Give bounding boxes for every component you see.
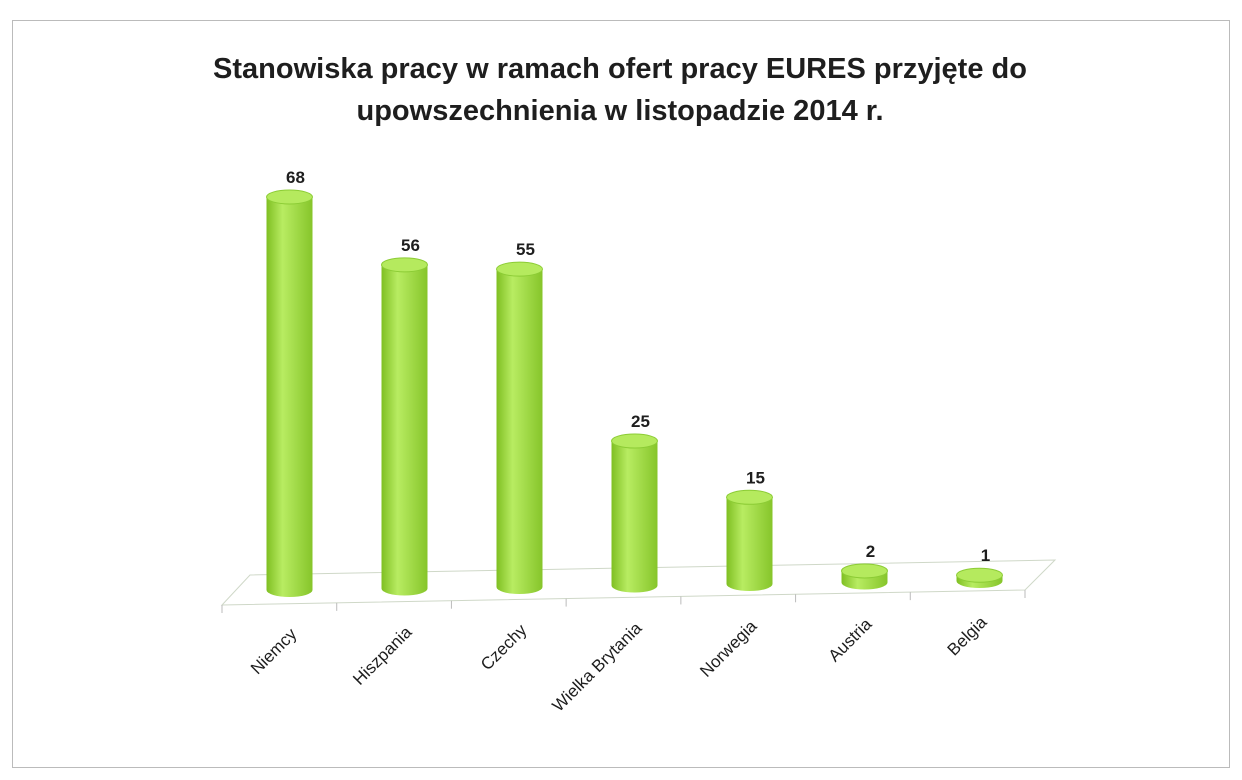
bar — [611, 441, 658, 593]
bar — [266, 197, 313, 598]
value-label: 1 — [981, 546, 990, 565]
chart-title: Stanowiska pracy w ramach ofert pracy EU… — [213, 53, 1027, 127]
bar-top — [611, 433, 658, 449]
x-tick-label: Norwegia — [696, 616, 761, 681]
value-label: 15 — [746, 468, 765, 487]
x-tick-label: Belgia — [944, 612, 991, 659]
chart-frame — [12, 20, 1230, 768]
bar-top — [726, 489, 773, 505]
value-label: 55 — [516, 240, 535, 259]
bar — [381, 264, 428, 596]
x-tick-label: Austria — [825, 614, 876, 665]
bar-top — [266, 189, 313, 205]
value-label: 25 — [631, 412, 650, 431]
bar — [496, 269, 543, 594]
value-label: 56 — [401, 236, 420, 255]
value-label: 68 — [286, 168, 305, 187]
bar-top — [381, 257, 428, 273]
bar-top — [496, 261, 543, 277]
value-label: 2 — [866, 542, 875, 561]
x-tick-label: Niemcy — [247, 624, 301, 678]
x-tick-label: Hiszpania — [349, 622, 416, 689]
bar — [726, 497, 773, 591]
bar-top — [956, 567, 1003, 583]
bar-top — [841, 563, 888, 579]
floor — [220, 559, 1057, 606]
x-tick-label: Wielka Brytania — [549, 618, 646, 715]
x-tick-label: Czechy — [477, 620, 531, 674]
